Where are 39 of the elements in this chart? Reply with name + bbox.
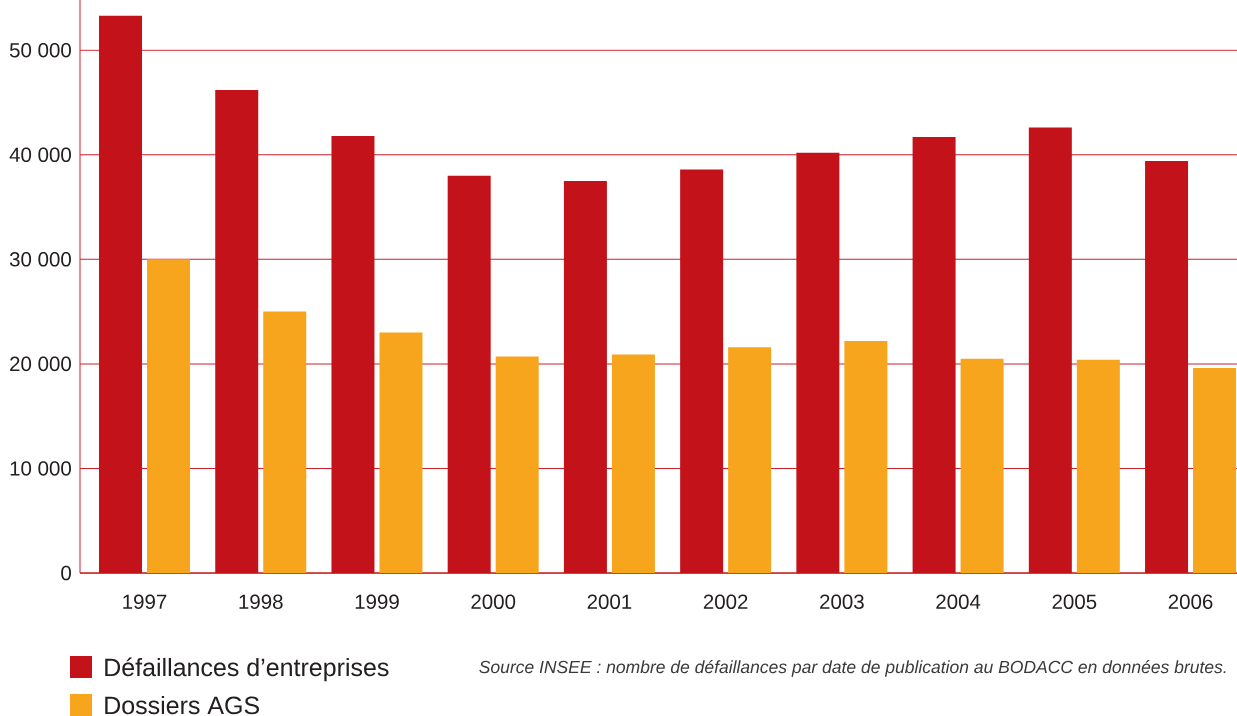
bar [1193, 368, 1237, 574]
bar [147, 259, 191, 574]
bar [796, 152, 840, 574]
bar [379, 332, 423, 574]
x-tick-label: 2001 [587, 594, 632, 609]
y-tick-label: 40 000 [9, 147, 71, 163]
bar [960, 358, 1004, 574]
bar [728, 347, 772, 574]
bar [99, 15, 143, 574]
x-tick-label: 1999 [355, 594, 399, 609]
legend-label: Défaillances d’entreprises [105, 657, 389, 682]
y-tick-label: 50 000 [9, 42, 71, 58]
x-tick-label: 2005 [1052, 594, 1097, 609]
legend-label: Dossiers AGS [105, 695, 260, 715]
y-tick-label: 30 000 [9, 252, 71, 267]
bar [912, 136, 956, 574]
x-tick-label: 2004 [936, 594, 981, 609]
x-tick-label: 2003 [820, 594, 864, 609]
y-tick-label: 10 000 [10, 461, 71, 476]
y-tick-label: 20 000 [10, 356, 71, 372]
source-note: Source INSEE : nombre de défaillances par date de publication au BODACC en données brutes. [479, 660, 1226, 677]
x-tick-label: 2002 [703, 594, 748, 609]
bar [844, 340, 888, 574]
bar [1076, 359, 1120, 574]
x-tick-label: 2006 [1168, 594, 1213, 609]
x-tick-label: 1997 [123, 594, 167, 609]
bar [611, 354, 655, 574]
x-tick-label: 1998 [239, 594, 283, 609]
bar [263, 311, 307, 574]
bar [447, 175, 491, 574]
y-tick-label: 0 [61, 565, 71, 581]
bar [680, 169, 724, 574]
bar [1028, 127, 1072, 574]
bar [495, 356, 539, 574]
bar [1145, 161, 1189, 574]
x-tick-label: 2000 [471, 594, 516, 609]
bar [215, 89, 259, 574]
bar [331, 135, 375, 574]
bar [563, 180, 607, 574]
